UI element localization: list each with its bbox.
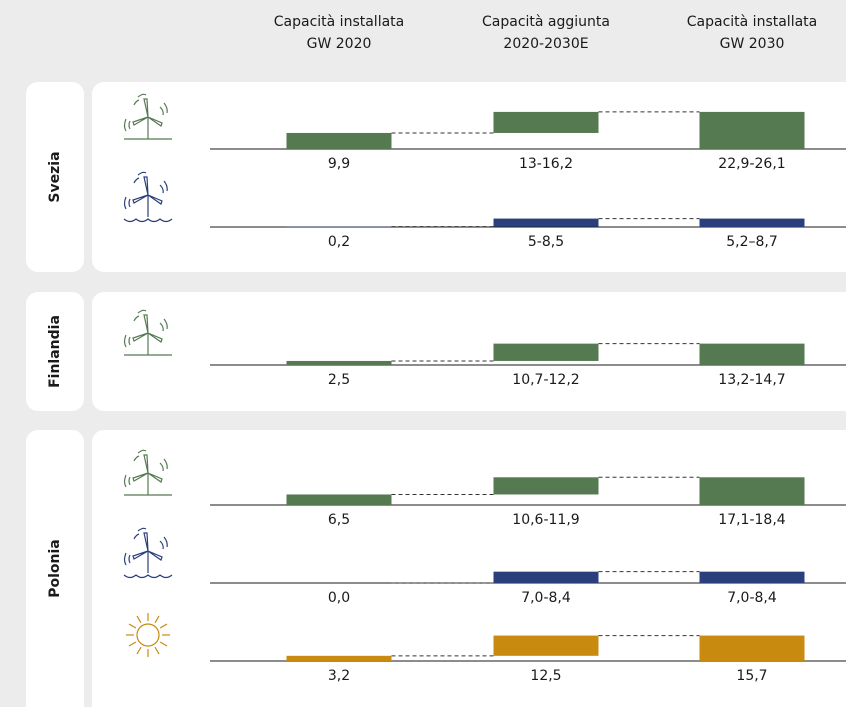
icon — [123, 449, 172, 496]
group-panel — [92, 430, 846, 707]
value-label: 0,0 — [328, 590, 350, 606]
icon — [123, 309, 172, 356]
value-label: 13-16,2 — [519, 156, 573, 172]
group-label: Svezia — [47, 151, 63, 202]
icon — [123, 93, 172, 140]
value-label: 2,5 — [328, 372, 350, 388]
bar — [493, 477, 599, 495]
icon — [123, 171, 173, 223]
ray — [136, 646, 142, 655]
bar — [286, 655, 392, 661]
bar — [493, 571, 599, 583]
value-label: 9,9 — [328, 156, 350, 172]
column-header: GW 2030 — [720, 36, 785, 52]
ray — [128, 623, 137, 629]
value-label: 12,5 — [530, 668, 561, 684]
bar — [286, 360, 392, 365]
value-label: 7,0-8,4 — [727, 590, 777, 606]
value-label: 5,2–8,7 — [726, 234, 778, 250]
bar — [699, 343, 805, 365]
sun — [136, 623, 160, 647]
value-label: 5-8,5 — [528, 234, 564, 250]
icon — [123, 527, 173, 579]
group-label: Polonia — [47, 539, 63, 598]
ray — [159, 623, 168, 629]
column-header: Capacità installata — [274, 14, 404, 30]
group-tab — [26, 292, 84, 411]
bar — [286, 494, 392, 505]
waves — [123, 574, 173, 579]
bar — [699, 111, 805, 149]
bar — [699, 218, 805, 227]
value-label: 3,2 — [328, 668, 350, 684]
bar — [493, 218, 599, 227]
bar — [699, 477, 805, 505]
bar — [493, 343, 599, 361]
value-label: 7,0-8,4 — [521, 590, 571, 606]
value-label: 0,2 — [328, 234, 350, 250]
ray — [128, 641, 137, 647]
value-label: 6,5 — [328, 512, 350, 528]
group-tab — [26, 82, 84, 272]
value-label: 15,7 — [736, 668, 767, 684]
column-header: Capacità installata — [687, 14, 817, 30]
group-panel — [92, 292, 846, 411]
value-label: 10,6-11,9 — [512, 512, 579, 528]
value-label: 10,7-12,2 — [512, 372, 579, 388]
column-header: 2020-2030E — [503, 36, 588, 52]
ray — [154, 646, 160, 655]
bar — [699, 571, 805, 583]
value-label: 22,9-26,1 — [718, 156, 785, 172]
value-label: 17,1-18,4 — [718, 512, 785, 528]
group-tab — [26, 430, 84, 707]
bar — [699, 635, 805, 661]
value-label: 13,2-14,7 — [718, 372, 785, 388]
bar — [493, 111, 599, 133]
group-label: Finlandia — [47, 315, 63, 388]
icon — [126, 613, 170, 657]
bar — [286, 132, 392, 149]
waves — [123, 218, 173, 223]
column-header: GW 2020 — [307, 36, 372, 52]
column-header: Capacità aggiunta — [482, 14, 610, 30]
ray — [159, 641, 168, 647]
group-panel — [92, 82, 846, 272]
ray — [136, 615, 142, 624]
bar — [493, 635, 599, 656]
ray — [154, 615, 160, 624]
